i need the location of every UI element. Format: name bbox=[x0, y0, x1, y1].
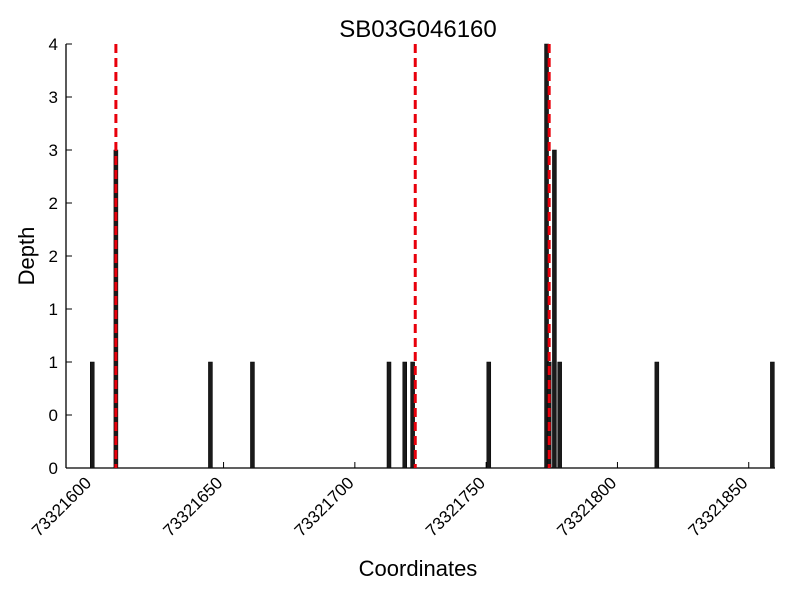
x-tick-label: 73321650 bbox=[159, 473, 226, 540]
y-tick-label: 3 bbox=[49, 88, 58, 107]
y-tick-label: 4 bbox=[49, 35, 58, 54]
plot-area: 0 0 1 1 2 2 3 3 4 73321600 73321650 73321700 7332175… bbox=[28, 35, 775, 540]
depth-bar bbox=[386, 361, 392, 469]
depth-bar bbox=[770, 361, 775, 469]
y-tick-label: 0 bbox=[49, 459, 58, 478]
depth-bar bbox=[208, 361, 213, 469]
chart-title: SB03G046160 bbox=[339, 16, 496, 43]
x-tick-label: 73321800 bbox=[553, 473, 620, 540]
y-tick-label: 2 bbox=[49, 194, 58, 213]
y-axis-title: Depth bbox=[14, 227, 39, 286]
depth-bar bbox=[402, 361, 407, 469]
depth-bar bbox=[552, 149, 557, 469]
x-tick-label: 73321700 bbox=[291, 473, 358, 540]
x-tick-label: 73321850 bbox=[685, 473, 752, 540]
y-tick-label: 0 bbox=[49, 406, 58, 425]
depth-bar bbox=[654, 361, 660, 469]
depth-bar bbox=[113, 149, 119, 469]
depth-bar bbox=[90, 361, 95, 469]
x-tick-label: 73321600 bbox=[28, 473, 95, 540]
x-tick-label: 73321750 bbox=[422, 473, 489, 540]
y-tick-label: 1 bbox=[49, 300, 58, 319]
y-tick-label: 2 bbox=[49, 247, 58, 266]
y-tick-label: 1 bbox=[49, 353, 58, 372]
x-axis-title: Coordinates bbox=[359, 556, 478, 581]
depth-bar bbox=[557, 361, 562, 469]
depth-bar bbox=[486, 361, 492, 469]
depth-bar bbox=[250, 361, 255, 469]
y-tick-label: 3 bbox=[49, 141, 58, 160]
